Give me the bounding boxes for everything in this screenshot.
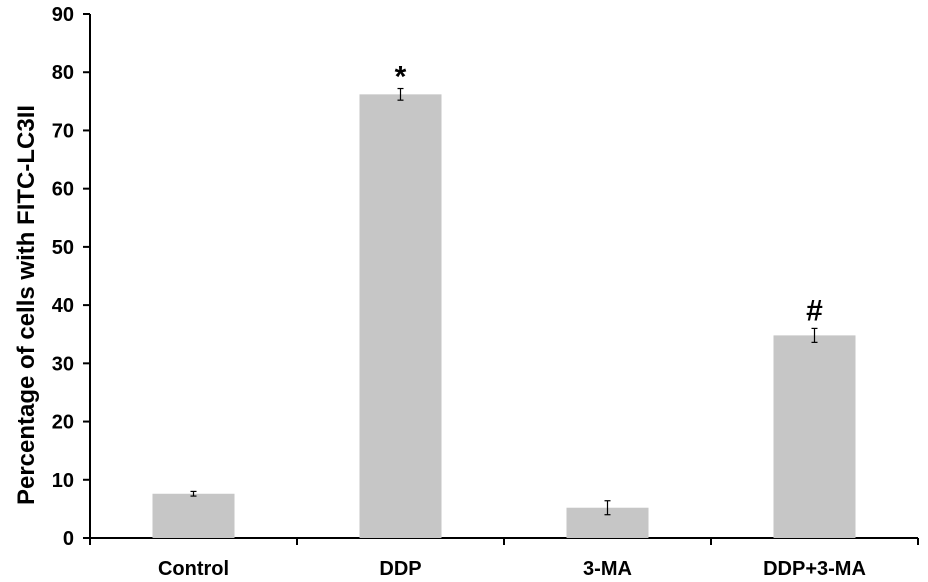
- plot-area: 0 10 20 30 40 50 60 70 80 90 Control DDP * 3-MA DDP+3-…: [52, 4, 919, 580]
- y-tick-label: 40: [52, 295, 74, 317]
- x-tick-label: 3-MA: [583, 558, 632, 580]
- y-tick-label: 50: [52, 237, 74, 259]
- x-tick-label: Control: [158, 558, 229, 580]
- y-tick-label: 20: [52, 412, 74, 434]
- bar: [359, 94, 442, 538]
- y-tick-label: 0: [63, 528, 74, 550]
- y-tick-label: 70: [52, 120, 74, 142]
- y-tick-label: 10: [52, 470, 74, 492]
- y-tick-label: 30: [52, 353, 74, 375]
- y-tick-label: 80: [52, 62, 74, 84]
- y-tick-label: 60: [52, 179, 74, 201]
- bar: [773, 335, 856, 538]
- y-axis-label: Percentage of cells with FITC-LC3II: [13, 105, 40, 505]
- y-tick-label: 90: [52, 4, 74, 26]
- bar: [152, 493, 235, 538]
- significance-marker: *: [395, 61, 407, 94]
- x-tick-label: DDP: [379, 558, 421, 580]
- x-tick-label: DDP+3-MA: [763, 558, 866, 580]
- significance-marker: #: [806, 294, 823, 327]
